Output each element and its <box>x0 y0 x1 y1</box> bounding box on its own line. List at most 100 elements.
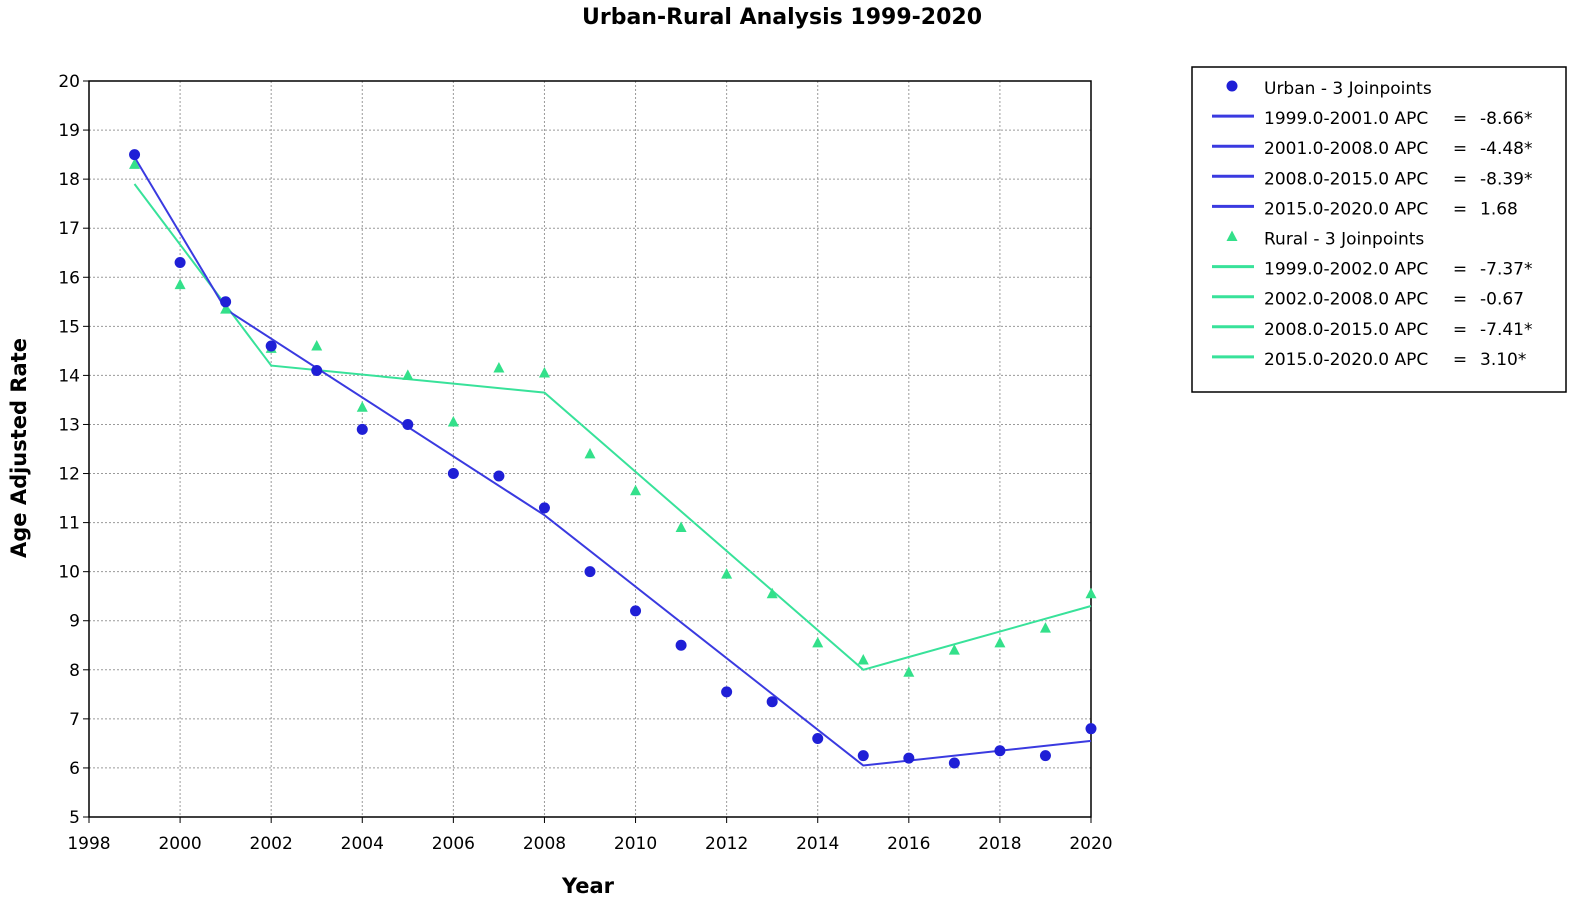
y-tick-label: 16 <box>58 268 80 288</box>
urban-point <box>356 423 368 435</box>
legend-segment-apc: -8.39* <box>1480 169 1533 189</box>
urban-point <box>402 418 414 430</box>
urban-point <box>948 757 960 769</box>
legend-rural-label: Rural - 3 Joinpoints <box>1264 230 1424 250</box>
rural-point <box>857 653 869 665</box>
axis-ticks: 1998 2000 2002 2004 2006 2008 2010 2012 2014 2016… <box>58 72 1112 854</box>
rural-point <box>994 636 1006 648</box>
urban-point <box>447 468 459 480</box>
legend-segment-apc: -8.66* <box>1480 109 1533 129</box>
y-tick-label: 6 <box>69 759 80 779</box>
urban-point <box>311 364 323 376</box>
urban-fit-line <box>133 156 1092 767</box>
rural-point <box>812 636 824 648</box>
legend-segment-label: 2015.0-2020.0 APC <box>1264 199 1428 219</box>
y-tick-label: 5 <box>69 808 80 828</box>
urban-point <box>630 605 642 617</box>
legend-equals-sign: = <box>1453 109 1467 129</box>
urban-point <box>174 257 186 269</box>
rural-point <box>402 369 414 380</box>
rural-point <box>174 278 186 290</box>
rural-point <box>447 416 459 427</box>
x-tick-label: 2006 <box>432 834 475 854</box>
legend-segment-label: 2002.0-2008.0 APC <box>1264 290 1428 310</box>
legend-segment-apc: -7.37* <box>1480 260 1533 280</box>
rural-point <box>493 362 505 373</box>
legend-equals-sign: = <box>1453 320 1467 340</box>
legend-segment-label: 2015.0-2020.0 APC <box>1264 350 1428 370</box>
legend-equals-sign: = <box>1453 260 1467 280</box>
legend-segment-apc: -4.48* <box>1480 139 1533 159</box>
legend-equals-sign: = <box>1453 199 1467 219</box>
legend-equals-sign: = <box>1453 169 1467 189</box>
y-tick-label: 10 <box>58 563 80 583</box>
x-tick-label: 2000 <box>158 834 201 854</box>
legend-equals-sign: = <box>1453 350 1467 370</box>
urban-point <box>903 752 915 764</box>
legend-urban-marker <box>1226 80 1238 92</box>
x-tick-label: 2020 <box>1069 834 1112 854</box>
y-tick-label: 9 <box>69 612 80 632</box>
urban-point <box>812 732 824 744</box>
x-tick-label: 2004 <box>341 834 384 854</box>
chart-title: Urban-Rural Analysis 1999-2020 <box>582 5 982 30</box>
y-tick-label: 13 <box>58 415 80 435</box>
legend-segment-apc: 3.10* <box>1480 350 1526 370</box>
x-axis-title: Year <box>561 874 615 898</box>
urban-point <box>994 745 1006 757</box>
urban-point <box>265 340 277 352</box>
y-tick-label: 11 <box>58 514 80 534</box>
legend-items: Urban - 3 Joinpoints 1999.0-2001.0 APC = -8… <box>1212 79 1533 370</box>
x-tick-label: 2008 <box>523 834 566 854</box>
legend-segment-apc: -7.41* <box>1480 320 1533 340</box>
x-tick-label: 1998 <box>67 834 110 854</box>
legend-box <box>1191 66 1567 393</box>
x-tick-label: 2014 <box>796 834 839 854</box>
rural-point <box>630 484 642 496</box>
legend-urban-label: Urban - 3 Joinpoints <box>1264 79 1432 99</box>
x-tick-label: 2018 <box>978 834 1021 854</box>
rural-point <box>766 587 778 599</box>
legend-segment-apc: 1.68 <box>1480 199 1518 219</box>
urban-point <box>1085 723 1097 735</box>
y-tick-label: 20 <box>58 72 80 92</box>
legend-segment-label: 2008.0-2015.0 APC <box>1264 320 1428 340</box>
legend-rural-marker <box>1226 230 1238 241</box>
rural-fit-line <box>133 183 1092 671</box>
urban-point <box>493 470 505 482</box>
y-tick-label: 12 <box>58 465 80 485</box>
urban-point <box>584 566 596 578</box>
legend-segment-label: 1999.0-2002.0 APC <box>1264 260 1428 280</box>
y-tick-label: 19 <box>58 121 80 141</box>
legend-segment-label: 2008.0-2015.0 APC <box>1264 169 1428 189</box>
fit-lines <box>133 156 1092 767</box>
urban-point <box>721 686 733 698</box>
urban-point <box>538 502 550 514</box>
plot-area <box>88 80 1092 818</box>
y-tick-label: 18 <box>58 170 80 190</box>
rural-point <box>1039 622 1051 633</box>
rural-point <box>584 447 596 459</box>
rural-point <box>903 666 915 677</box>
rural-point <box>220 303 232 314</box>
rural-point <box>311 339 323 351</box>
y-axis-title: Age Adjusted Rate <box>7 338 31 558</box>
y-tick-label: 17 <box>58 219 80 239</box>
legend-equals-sign: = <box>1453 290 1467 310</box>
rural-point <box>538 366 550 378</box>
urban-point <box>675 639 687 651</box>
x-tick-label: 2012 <box>705 834 748 854</box>
rural-point <box>129 158 141 169</box>
rural-point <box>721 568 733 579</box>
legend: Urban - 3 Joinpoints 1999.0-2001.0 APC = -8… <box>1191 66 1567 393</box>
urban-point <box>766 696 778 708</box>
y-tick-label: 14 <box>58 366 80 386</box>
rural-point <box>1085 587 1097 599</box>
rural-point <box>675 521 687 533</box>
x-tick-label: 2016 <box>887 834 930 854</box>
legend-segment-apc: -0.67 <box>1480 290 1524 310</box>
y-tick-label: 8 <box>69 661 80 681</box>
urban-point <box>220 296 232 308</box>
y-tick-label: 7 <box>69 710 80 730</box>
